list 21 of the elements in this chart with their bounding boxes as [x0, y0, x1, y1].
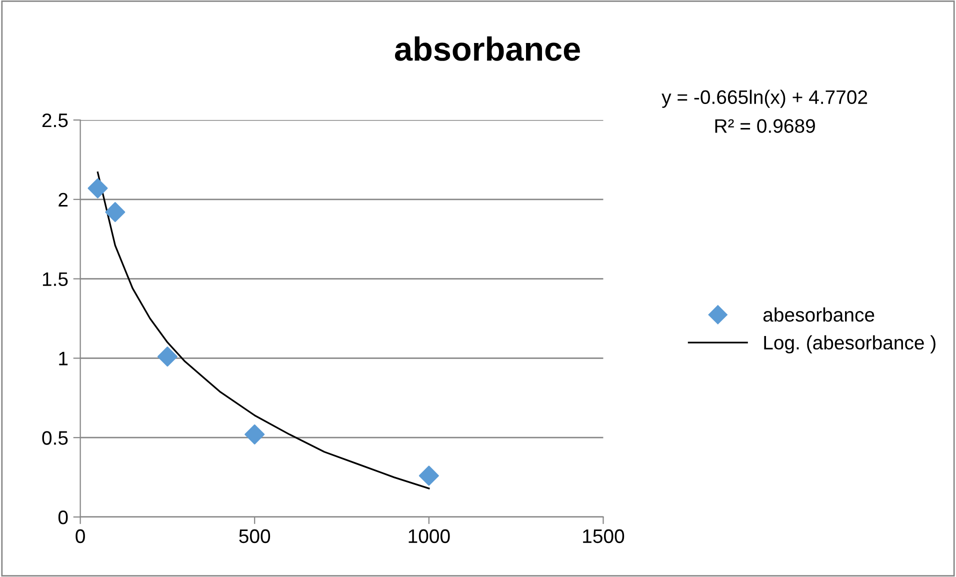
point: [88, 178, 108, 198]
text: y = -0.665ln(x) + 4.7702: [662, 90, 868, 108]
y-tick-label: 2: [58, 192, 68, 206]
legend-label: Log. (abesorbance ): [764, 335, 936, 354]
x-tick-label: 0: [76, 529, 85, 544]
point: [157, 346, 178, 367]
y-tick-label: 1.5: [42, 272, 68, 286]
point: [105, 202, 126, 222]
y-tick-label: 2.5: [42, 113, 68, 128]
x-tick-label: 500: [239, 529, 270, 544]
y-tick-label: 0.5: [42, 431, 68, 445]
point: [244, 424, 265, 444]
text: R² = 0.9689: [715, 119, 815, 133]
chart-title: absorbance: [394, 36, 580, 61]
y-tick-label: 0: [58, 510, 68, 524]
x-tick-label: 1000: [408, 529, 450, 544]
x-tick-label: 1500: [583, 529, 624, 544]
point: [418, 466, 439, 486]
line-series: [96, 172, 430, 490]
legend-label: abesorbance: [763, 307, 874, 322]
y-tick-label: 1: [59, 352, 68, 366]
